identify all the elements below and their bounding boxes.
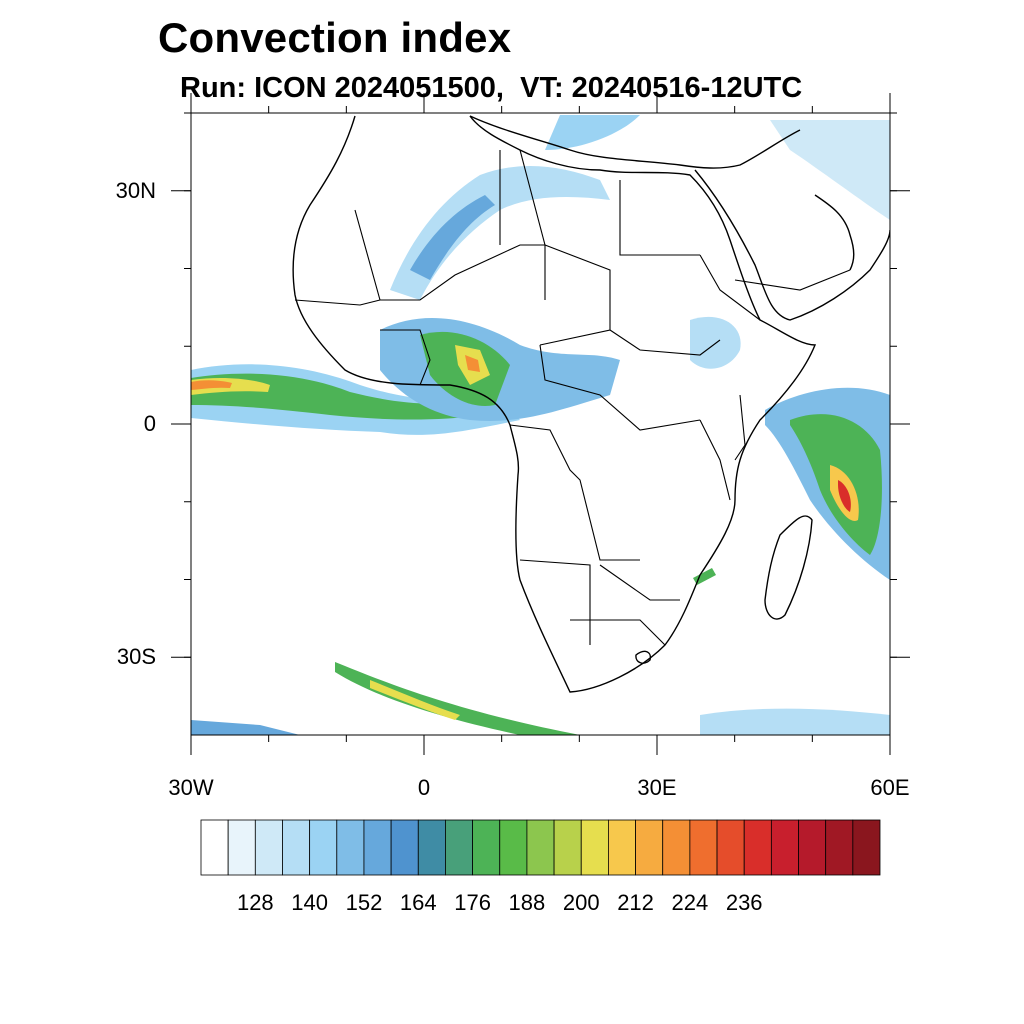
border-6 — [609, 329, 721, 356]
colorbar-swatch — [200, 819, 229, 876]
country-borders — [294, 149, 851, 646]
border-13 — [380, 329, 431, 386]
colorbar-swatch — [499, 819, 528, 876]
arabia-coastline — [694, 169, 890, 321]
colorbar-swatch — [553, 819, 582, 876]
lon-tick-label: 0 — [417, 775, 431, 800]
colorbar-swatch — [743, 819, 772, 876]
border-15 — [699, 254, 761, 321]
axis-ticks — [171, 93, 910, 755]
colorbar-swatch — [770, 819, 799, 876]
colorbar-swatch — [662, 819, 691, 876]
colorbar-swatch — [445, 819, 474, 876]
lat-tick-label: 30S — [116, 644, 156, 670]
border-8 — [509, 424, 640, 561]
colorbar-label: 188 — [508, 890, 546, 915]
west-africa-hot2 — [465, 355, 480, 372]
border-16 — [734, 269, 851, 291]
coastlines — [292, 115, 890, 693]
colorbar-label: 152 — [345, 890, 383, 915]
madagascar — [764, 515, 813, 620]
colorbar-swatch — [526, 819, 555, 876]
lat-tick-label: 30N — [115, 177, 156, 203]
colorbar-label: 176 — [454, 890, 491, 915]
colorbar-swatch — [227, 819, 256, 876]
border-7 — [539, 344, 701, 431]
colorbar-swatch — [635, 819, 664, 876]
indian-ocean-hot — [838, 480, 851, 512]
colorbar-swatch — [336, 819, 365, 876]
border-12 — [734, 394, 746, 461]
lat-tick-label: 0 — [143, 411, 156, 436]
lon-tick-label: 60E — [870, 775, 910, 800]
border-10 — [599, 564, 680, 601]
border-9 — [519, 559, 591, 645]
ne-conv — [770, 120, 890, 220]
lesotho — [635, 650, 652, 664]
itcz-band-core2 — [191, 380, 232, 390]
colorbar-label: 224 — [671, 890, 709, 915]
colorbar-label: 140 — [291, 890, 328, 915]
colorbar-swatch — [363, 819, 392, 876]
sahara-band-inner — [410, 195, 495, 280]
persian-gulf — [814, 194, 855, 271]
colorbar-label: 236 — [725, 890, 763, 915]
se-conv — [700, 708, 890, 735]
border-4 — [619, 180, 700, 256]
colorbar-swatch — [852, 819, 881, 876]
border-17 — [570, 619, 666, 646]
colorbar-swatch — [608, 819, 636, 876]
lon-tick-label: 30E — [637, 775, 677, 800]
south-atlantic-band — [335, 662, 580, 735]
colorbar-label: 164 — [399, 890, 437, 915]
colorbar-swatch — [282, 819, 311, 876]
mozambique-conv — [693, 568, 716, 585]
convection-field — [191, 115, 890, 735]
north-conv — [545, 115, 640, 150]
border-11 — [699, 419, 731, 501]
ethiopia-conv — [690, 316, 741, 369]
border-14 — [294, 299, 381, 306]
colorbar-label: 212 — [617, 890, 654, 915]
colorbar-swatch — [390, 819, 419, 876]
chart-subtitle: Run: ICON 2024051500, VT: 20240516-12UTC — [180, 72, 803, 104]
colorbar-label: 200 — [562, 890, 600, 915]
colorbar-swatch — [472, 819, 501, 876]
sw-conv — [191, 720, 300, 735]
colorbar-swatch — [798, 819, 827, 876]
africa-coastline — [292, 115, 817, 693]
mediterranean-coast — [469, 115, 801, 169]
colorbar-swatch — [825, 819, 854, 876]
chart-title: Convection index — [158, 14, 512, 61]
border-5 — [539, 244, 611, 346]
colorbar-label: 128 — [236, 890, 274, 915]
colorbar-swatch — [580, 819, 609, 876]
colorbar — [200, 819, 881, 876]
border-3 — [519, 149, 546, 246]
south-atlantic-core — [370, 680, 460, 720]
lon-tick-label: 30W — [168, 775, 214, 800]
colorbar-swatch — [417, 819, 446, 876]
colorbar-swatch — [716, 819, 745, 876]
colorbar-swatch — [254, 819, 283, 876]
colorbar-swatch — [309, 819, 338, 876]
colorbar-swatch — [689, 819, 718, 876]
